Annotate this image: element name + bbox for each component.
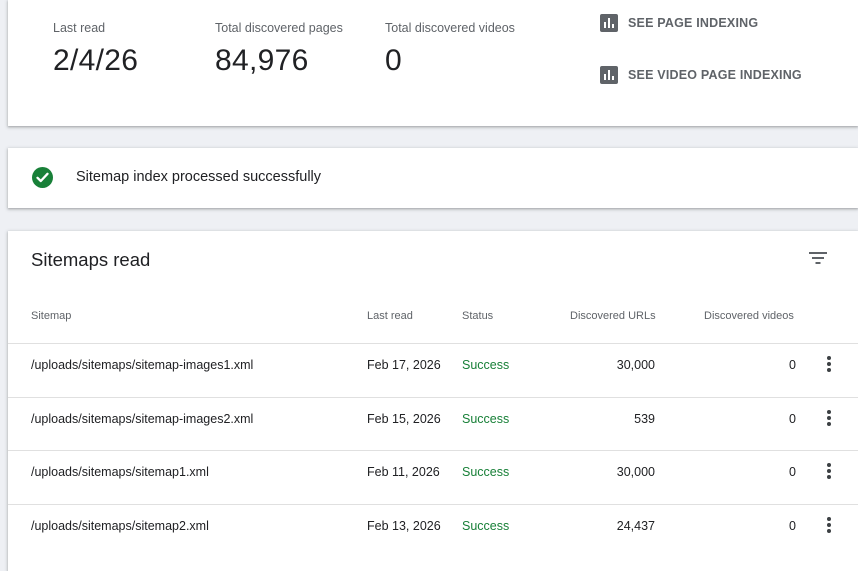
check-circle-icon — [32, 167, 53, 188]
row-discovered-urls: 30,000 — [616, 358, 655, 372]
sitemaps-card: Sitemaps read Sitemap Last read Status D… — [8, 231, 858, 571]
row-status: Success — [462, 465, 510, 479]
see-page-indexing-label: SEE PAGE INDEXING — [628, 16, 759, 30]
filter-icon[interactable] — [808, 250, 828, 266]
summary-card: Last read 2/4/26 Total discovered pages … — [8, 0, 858, 126]
row-status: Success — [462, 358, 510, 372]
column-header-discovered-urls[interactable]: Discovered URLs — [570, 310, 656, 322]
row-discovered-urls: 539 — [634, 412, 655, 426]
more-vert-icon[interactable] — [823, 354, 835, 378]
stat-discovered-videos-value: 0 — [385, 44, 402, 77]
column-header-last-read[interactable]: Last read — [367, 310, 413, 322]
row-last-read: Feb 13, 2026 — [367, 519, 441, 533]
stat-last-read-value: 2/4/26 — [53, 44, 139, 77]
see-page-indexing-link[interactable]: SEE PAGE INDEXING — [600, 14, 758, 32]
bar-chart-icon — [600, 66, 618, 84]
status-card: Sitemap index processed successfully — [8, 148, 858, 208]
table-row[interactable]: /uploads/sitemaps/sitemap-images1.xml Fe… — [8, 343, 858, 397]
section-title: Sitemaps read — [31, 249, 151, 270]
column-header-sitemap[interactable]: Sitemap — [31, 310, 72, 322]
row-discovered-videos: 0 — [789, 465, 796, 479]
more-vert-icon[interactable] — [823, 408, 835, 432]
row-last-read: Feb 17, 2026 — [367, 358, 441, 372]
stat-discovered-pages: Total discovered pages 84,976 — [215, 21, 343, 78]
row-discovered-urls: 24,437 — [616, 519, 655, 533]
row-sitemap-path: /uploads/sitemaps/sitemap1.xml — [31, 465, 209, 479]
row-discovered-urls: 30,000 — [616, 465, 655, 479]
row-last-read: Feb 15, 2026 — [367, 412, 441, 426]
row-last-read: Feb 11, 2026 — [367, 465, 440, 479]
row-sitemap-path: /uploads/sitemaps/sitemap2.xml — [31, 519, 209, 533]
see-video-page-indexing-link[interactable]: SEE VIDEO PAGE INDEXING — [600, 66, 802, 84]
stat-discovered-videos: Total discovered videos 0 — [385, 21, 515, 78]
row-discovered-videos: 0 — [789, 412, 796, 426]
more-vert-icon[interactable] — [823, 461, 835, 485]
table-row[interactable]: /uploads/sitemaps/sitemap2.xml Feb 13, 2… — [8, 504, 858, 558]
row-sitemap-path: /uploads/sitemaps/sitemap-images1.xml — [31, 358, 254, 372]
table-row[interactable]: /uploads/sitemaps/sitemap-images2.xml Fe… — [8, 397, 858, 451]
stat-discovered-pages-label: Total discovered pages — [215, 21, 343, 35]
bar-chart-icon — [600, 14, 618, 32]
see-video-page-indexing-label: SEE VIDEO PAGE INDEXING — [628, 68, 802, 82]
stat-discovered-pages-value: 84,976 — [215, 44, 309, 77]
column-header-status[interactable]: Status — [462, 310, 494, 322]
table-row[interactable]: /uploads/sitemaps/sitemap1.xml Feb 11, 2… — [8, 450, 858, 504]
row-status: Success — [462, 412, 510, 426]
stat-last-read-label: Last read — [53, 21, 106, 35]
row-discovered-videos: 0 — [789, 358, 796, 372]
more-vert-icon[interactable] — [823, 515, 835, 539]
stat-last-read: Last read 2/4/26 — [53, 21, 138, 78]
column-header-discovered-videos[interactable]: Discovered videos — [704, 310, 794, 322]
row-sitemap-path: /uploads/sitemaps/sitemap-images2.xml — [31, 412, 254, 426]
status-message: Sitemap index processed successfully — [76, 169, 322, 185]
stat-discovered-videos-label: Total discovered videos — [385, 21, 515, 35]
row-status: Success — [462, 519, 510, 533]
row-discovered-videos: 0 — [789, 519, 796, 533]
